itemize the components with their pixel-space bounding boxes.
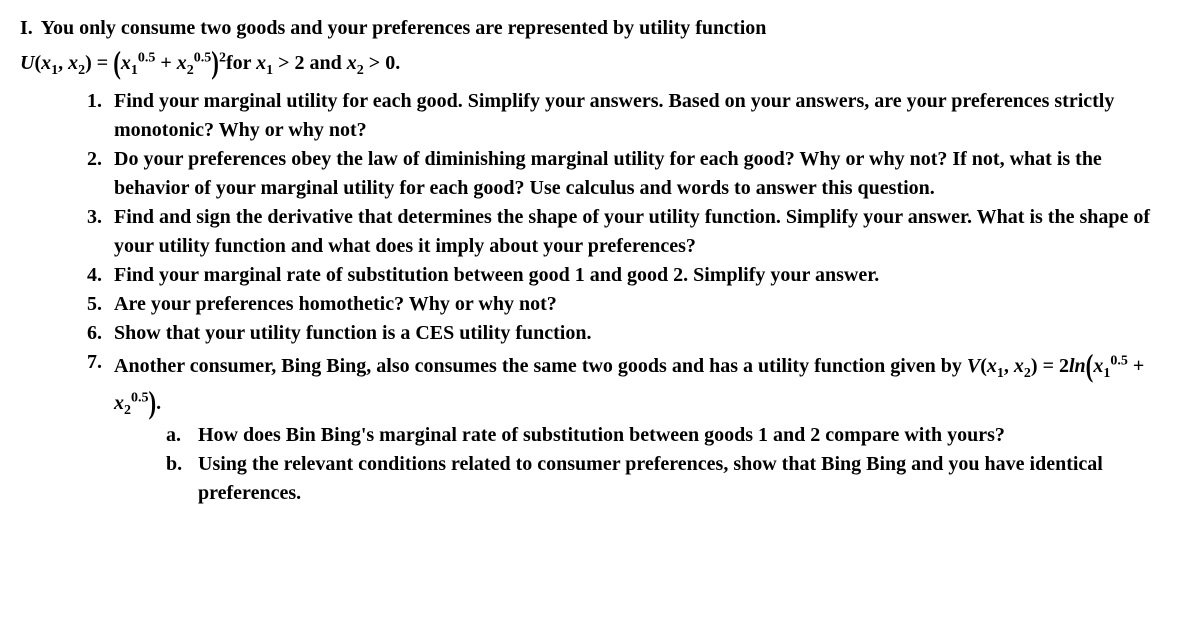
question-5: 5.Are your preferences homothetic? Why o… <box>80 290 1162 319</box>
question-text: Find your marginal rate of substitution … <box>114 261 879 290</box>
question-7-body: Another consumer, Bing Bing, also consum… <box>114 348 1162 508</box>
sub-question-b: b.Using the relevant conditions related … <box>166 450 1162 508</box>
sub-question-text: How does Bin Bing's marginal rate of sub… <box>198 421 1005 450</box>
section-heading: I. You only consume two goods and your p… <box>20 14 1162 43</box>
question-2: 2.Do your preferences obey the law of di… <box>80 145 1162 203</box>
question-1: 1.Find your marginal utility for each go… <box>80 87 1162 145</box>
question-3: 3.Find and sign the derivative that dete… <box>80 203 1162 261</box>
sub-question-list: a.How does Bin Bing's marginal rate of s… <box>114 421 1162 508</box>
question-text: Find and sign the derivative that determ… <box>114 203 1162 261</box>
question-text: Find your marginal utility for each good… <box>114 87 1162 145</box>
utility-function-line: U(x1, x2) = (x10.5 + x20.5)2for x1 > 2 a… <box>20 45 1162 81</box>
question-list: 1.Find your marginal utility for each go… <box>20 87 1162 508</box>
heading-text: You only consume two goods and your pref… <box>41 14 767 43</box>
question-text: Are your preferences homothetic? Why or … <box>114 290 557 319</box>
sub-question-a: a.How does Bin Bing's marginal rate of s… <box>166 421 1162 450</box>
sub-question-text: Using the relevant conditions related to… <box>198 450 1162 508</box>
question-7: 7. Another consumer, Bing Bing, also con… <box>80 348 1162 508</box>
question-6: 6.Show that your utility function is a C… <box>80 319 1162 348</box>
question-4: 4.Find your marginal rate of substitutio… <box>80 261 1162 290</box>
question-text: Do your preferences obey the law of dimi… <box>114 145 1162 203</box>
question-text: Show that your utility function is a CES… <box>114 319 592 348</box>
roman-numeral: I. <box>20 14 33 43</box>
